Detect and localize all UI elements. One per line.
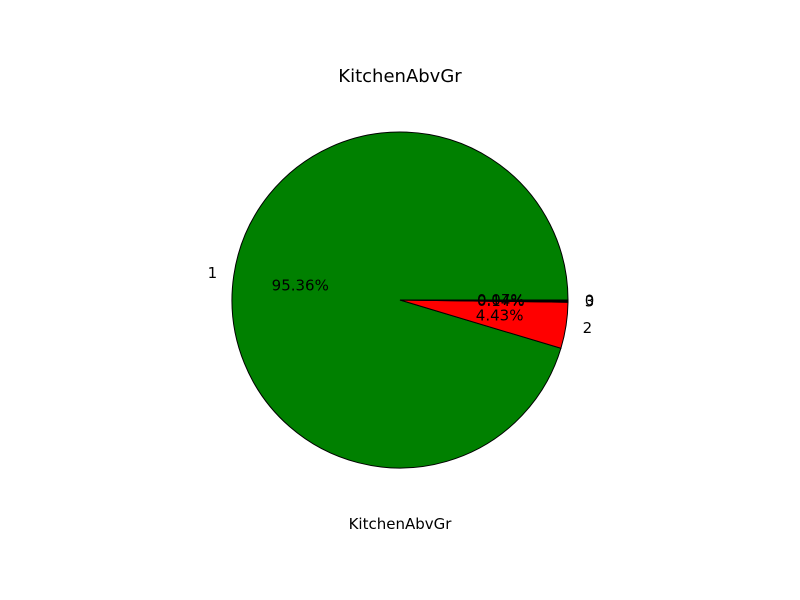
pie-labels: 1 95.36% 2 4.43% 3 0.14% 0 0.07%	[208, 264, 595, 337]
slice-label-0: 0	[585, 291, 595, 309]
chart-title: KitchenAbvGr	[338, 66, 462, 87]
slice-percent-1: 95.36%	[272, 276, 329, 294]
slice-percent-3: 0.14%	[477, 292, 525, 310]
slice-percent-0: 0.07%	[477, 291, 525, 309]
pie-slice-0	[399, 299, 569, 302]
slice-percent-2: 4.43%	[476, 306, 524, 324]
slice-label-3: 3	[585, 293, 595, 311]
slice-label-2: 2	[583, 319, 593, 337]
x-axis-label: KitchenAbvGr	[349, 515, 453, 533]
pie-slices	[231, 131, 569, 469]
slice-label-1: 1	[208, 264, 218, 282]
